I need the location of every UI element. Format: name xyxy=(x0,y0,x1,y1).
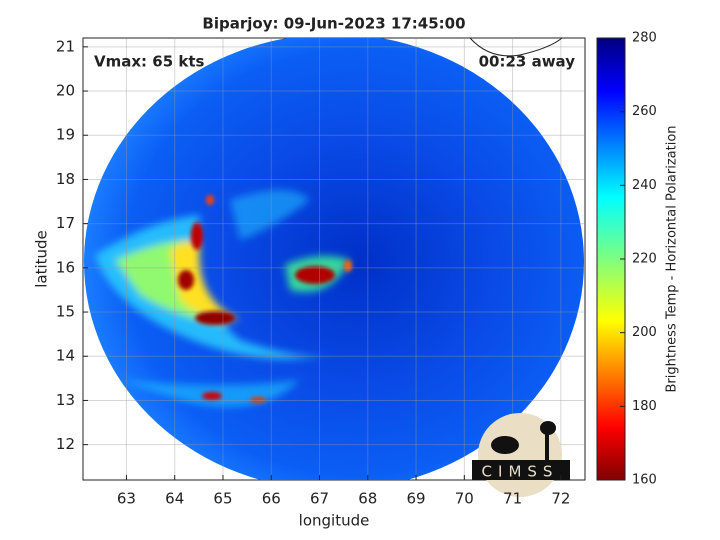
x-tick-label: 64 xyxy=(165,490,184,508)
y-tick-label: 19 xyxy=(56,126,75,144)
colorbar-tick-label: 240 xyxy=(632,178,657,193)
y-tick-label: 12 xyxy=(56,435,75,453)
y-tick-label: 18 xyxy=(56,170,75,188)
colorbar-label: Brightness Temp - Horizontal Polarizatio… xyxy=(665,125,680,392)
x-tick-label: 68 xyxy=(358,490,377,508)
grid xyxy=(83,38,585,480)
x-tick-label: 71 xyxy=(503,490,522,508)
annotation: 00:23 away xyxy=(479,53,576,71)
x-tick-label: 63 xyxy=(117,490,136,508)
x-tick-label: 65 xyxy=(213,490,232,508)
colorbar: Brightness Temp - Horizontal Polarizatio… xyxy=(596,31,680,488)
y-tick-label: 13 xyxy=(56,391,75,409)
y-tick-label: 14 xyxy=(56,347,75,365)
colorbar-tick-label: 180 xyxy=(632,399,657,414)
colorbar-tick-label: 220 xyxy=(632,252,657,267)
chart-title: Biparjoy: 09-Jun-2023 17:45:00 xyxy=(202,15,465,33)
x-tick-label: 67 xyxy=(310,490,329,508)
x-axis-label: longitude xyxy=(299,512,370,530)
annotation: Vmax: 65 kts xyxy=(94,53,204,71)
colorbar-tick-label: 260 xyxy=(632,104,657,119)
y-tick-label: 20 xyxy=(56,82,75,100)
y-axis-label: latitude xyxy=(33,230,51,288)
logo: CIMSS xyxy=(472,413,570,497)
x-tick-label: 72 xyxy=(551,490,570,508)
colorbar-tick-label: 200 xyxy=(632,325,657,340)
y-tick-label: 21 xyxy=(56,37,75,55)
image xyxy=(84,38,584,480)
colorbar-tick-label: 280 xyxy=(632,31,657,46)
logo-text: CIMSS xyxy=(482,463,559,481)
y-tick-label: 15 xyxy=(56,303,75,321)
y-tick-label: 16 xyxy=(56,258,75,276)
y-tick-label: 17 xyxy=(56,214,75,232)
coastline xyxy=(469,37,563,57)
x-tick-label: 66 xyxy=(262,490,281,508)
x-tick-label: 70 xyxy=(455,490,474,508)
x-tick-label: 69 xyxy=(407,490,426,508)
colorbar-tick-label: 160 xyxy=(632,473,657,488)
